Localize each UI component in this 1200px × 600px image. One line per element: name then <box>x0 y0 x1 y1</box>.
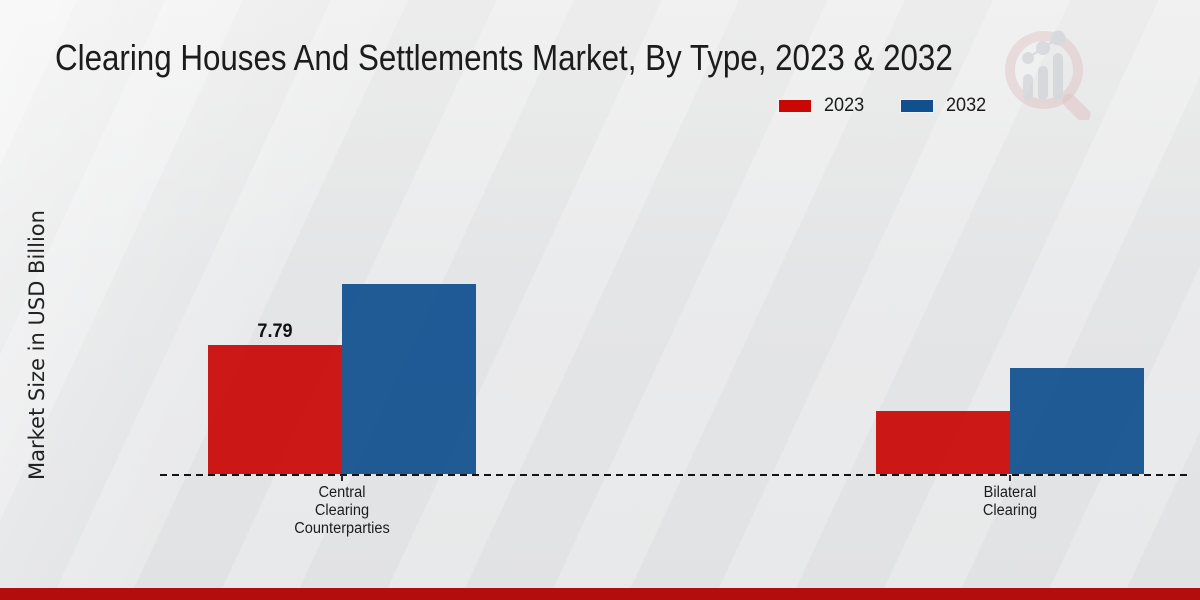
bar-2032-central-clearing-counterparties <box>342 284 476 475</box>
bar-value-label-2023-central-clearing-counterparties: 7.79 <box>257 321 293 343</box>
legend-item-2032: 2032 <box>900 95 988 117</box>
bar-chart-trend-icon <box>1022 30 1066 100</box>
category-label-bilateral-clearing: Bilateral Clearing <box>982 483 1038 519</box>
watermark-logo <box>1005 30 1091 120</box>
x-axis-dashed-baseline <box>160 473 1190 476</box>
legend-swatch-2032 <box>900 99 935 113</box>
bar-2023-bilateral-clearing <box>876 411 1010 475</box>
category-tick-central-clearing-counterparties <box>341 474 343 481</box>
legend: 2023 2032 <box>778 95 989 117</box>
category-label-central-clearing-counterparties: Central Clearing Counterparties <box>294 483 390 537</box>
category-tick-bilateral-clearing <box>1009 474 1011 481</box>
legend-swatch-2023 <box>778 99 812 113</box>
footer-accent-bar <box>0 588 1200 600</box>
bar-2032-bilateral-clearing <box>1010 367 1144 475</box>
chart-title: Clearing Houses And Settlements Market, … <box>55 37 953 78</box>
bar-2023-central-clearing-counterparties <box>208 345 342 475</box>
magnifier-icon <box>1005 31 1091 120</box>
legend-item-2023: 2023 <box>778 95 866 117</box>
legend-label-2032: 2032 <box>946 95 987 116</box>
legend-label-2023: 2023 <box>824 95 865 116</box>
